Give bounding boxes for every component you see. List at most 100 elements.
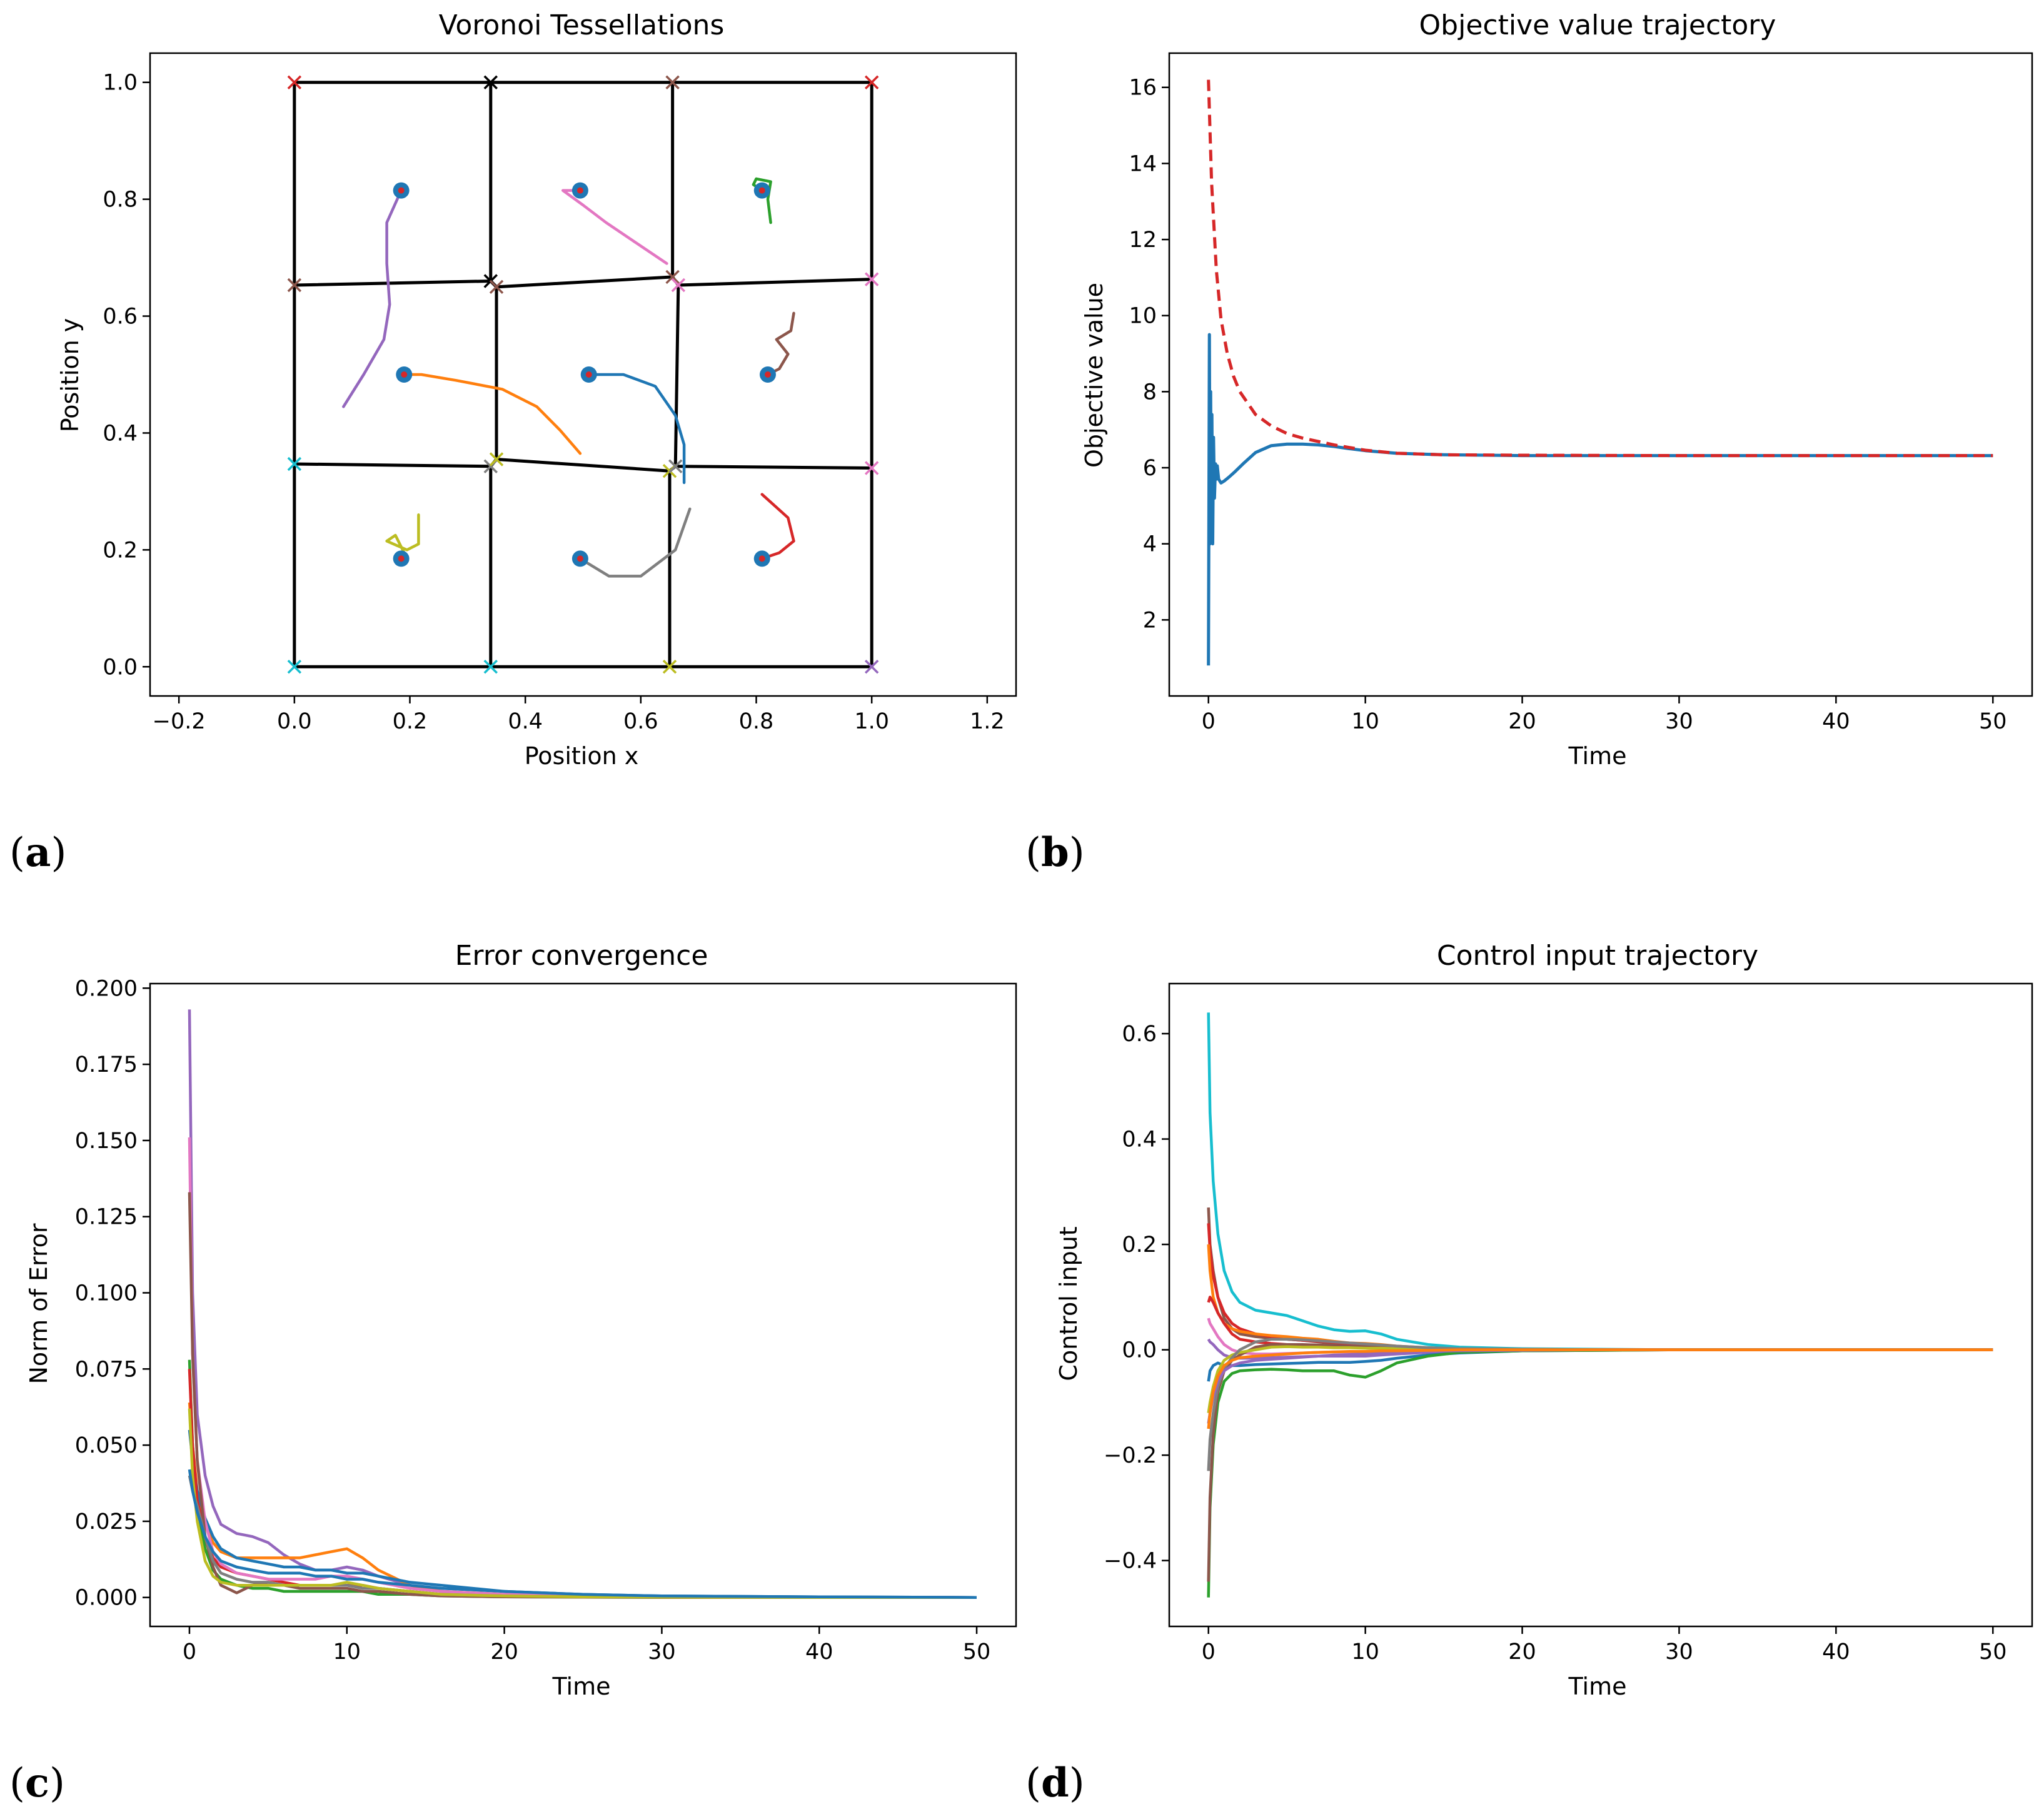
- panel-d-xlabel: Time: [1568, 1673, 1627, 1700]
- panel-a-xtick-label: 0.0: [277, 709, 312, 734]
- panel-d-ytick-label: −0.4: [1104, 1549, 1157, 1574]
- series-u-14: [1207, 1348, 1993, 1429]
- panel-d-label-open: (: [1025, 1760, 1041, 1806]
- vertex-marker: [864, 660, 879, 674]
- vertex-marker: [671, 278, 686, 293]
- vertex-marker: [483, 75, 498, 89]
- panel-c-xtick-label: 40: [805, 1640, 833, 1665]
- panel-d-xtick-label: 30: [1665, 1640, 1693, 1665]
- panel-b-frame: [1168, 52, 2033, 697]
- vertex-marker: [287, 660, 302, 674]
- panel-a-label-open: (: [9, 830, 25, 876]
- panel-b-xtick-label: 0: [1202, 709, 1216, 734]
- panel-b-ytick-label: 8: [1143, 380, 1157, 405]
- panel-c-xtick-label: 30: [648, 1640, 676, 1665]
- panel-c-xlabel: Time: [552, 1673, 611, 1700]
- panel-b-xtick-label: 10: [1351, 709, 1379, 734]
- panel-d-xtick-label: 50: [1979, 1640, 2007, 1665]
- panel-b-xtick-label: 40: [1822, 709, 1850, 734]
- panel-b-label-close: ): [1069, 830, 1085, 876]
- vertex-marker: [864, 75, 879, 89]
- panel-d-label-letter: d: [1041, 1760, 1069, 1806]
- panel-a-xtick-label: −0.2: [153, 709, 206, 734]
- agent-trajectory: [752, 177, 772, 224]
- panel-a-plot: −0.2 0.0 0.2 0.4 0.6 0.8 1.0 1.2 0.0 0.2 0.4 0.6 0.8…: [103, 71, 1004, 734]
- panel-c-xtick-label: 10: [333, 1640, 361, 1665]
- panel-b-ytick-label: 14: [1129, 151, 1157, 176]
- vertex-marker: [864, 461, 879, 475]
- agent-final-center: [398, 555, 405, 562]
- panel-c-label-open: (: [9, 1760, 25, 1806]
- series-agent-1: [188, 1009, 977, 1599]
- panel-d-ytick-label: 0.6: [1122, 1022, 1157, 1047]
- panel-b-ytick-label: 6: [1143, 456, 1157, 481]
- voronoi-edge: [673, 283, 680, 468]
- series-agent-3: [188, 1429, 977, 1599]
- panel-c-xtick-label: 20: [490, 1640, 518, 1665]
- panel-b-ylabel: Objective value: [1080, 283, 1108, 468]
- panel-a-ytick-label: 0.4: [103, 421, 138, 446]
- panel-d-label: (d): [1025, 1760, 1085, 1806]
- agent-final-center: [401, 371, 408, 378]
- panel-b-xtick-label: 50: [1979, 709, 2007, 734]
- panel-c-frame: [149, 982, 1017, 1628]
- series-u-3: [1207, 1223, 1993, 1351]
- panel-c-ytick-label: 0.175: [75, 1052, 138, 1077]
- panel-a-label-letter: a: [25, 829, 51, 876]
- panel-a-xtick-label: 1.2: [970, 709, 1005, 734]
- agent-trajectory: [760, 493, 795, 560]
- panel-c-label-close: ): [49, 1760, 65, 1806]
- vertex-marker: [668, 459, 683, 473]
- panel-b-label-letter: b: [1041, 829, 1069, 876]
- panel-c-ytick-label: 0.100: [75, 1281, 138, 1306]
- series-agent-7: [188, 1192, 977, 1599]
- panel-d-ytick-label: 0.4: [1122, 1127, 1157, 1152]
- panel-a-xtick-label: 0.2: [393, 709, 428, 734]
- agent-final-center: [758, 187, 765, 194]
- series-u-12: [1207, 1338, 1993, 1471]
- voronoi-edge: [293, 279, 493, 287]
- vertex-marker: [489, 280, 504, 295]
- vertex-marker: [864, 272, 879, 286]
- series-objective-bound: [1207, 79, 1993, 458]
- vertex-marker: [287, 278, 302, 293]
- panel-a-xtick-label: 0.4: [508, 709, 543, 734]
- panel-b-ytick-label: 16: [1129, 76, 1157, 101]
- panel-a-ytick-label: 1.0: [103, 71, 138, 96]
- vertex-marker: [662, 660, 677, 674]
- series-agent-4: [188, 1359, 977, 1599]
- panel-c-ytick-label: 0.025: [75, 1509, 138, 1534]
- agent-final-center: [398, 187, 405, 194]
- panel-b: Objective value trajectory 0 10 20 30 40 50 2 4…: [1025, 9, 2033, 876]
- panel-b-plot: 0 10 20 30 40 50 2 4 6 8 10 12 14 16: [1129, 76, 2006, 734]
- agent-trajectory: [766, 311, 795, 376]
- panel-a-ytick-label: 0.6: [103, 305, 138, 330]
- series-agent-9: [188, 1408, 977, 1599]
- agent-trajectory: [403, 373, 582, 455]
- panel-a-title: Voronoi Tessellations: [439, 9, 725, 41]
- series-u-4: [1207, 1244, 1993, 1351]
- agent-trajectory: [578, 507, 692, 578]
- panel-d: Control input trajectory 0 10 20 30 40 50 −0.4…: [1025, 940, 2033, 1806]
- panel-c-label: (c): [9, 1760, 65, 1806]
- panel-c-title: Error convergence: [455, 940, 708, 972]
- panel-a-xtick-label: 0.8: [739, 709, 774, 734]
- panel-c-ytick-label: 0.000: [75, 1586, 138, 1611]
- panel-b-ytick-label: 10: [1129, 304, 1157, 329]
- panel-c-ytick-label: 0.125: [75, 1205, 138, 1230]
- series-agent-5: [188, 1369, 977, 1599]
- voronoi-edge: [293, 462, 493, 468]
- agent-trajectory: [587, 373, 686, 485]
- panel-d-plot: 0 10 20 30 40 50 −0.4 −0.2 0.0 0.2 0.4 0.6: [1104, 1012, 2007, 1665]
- agent-final-center: [576, 555, 583, 562]
- panel-b-xtick-label: 30: [1665, 709, 1693, 734]
- agent-final-center: [758, 555, 765, 562]
- voronoi-edge: [495, 458, 672, 473]
- panel-a-label: (a): [9, 829, 66, 876]
- series-u-13: [1207, 1348, 1993, 1424]
- panel-a-ylabel: Position y: [56, 318, 84, 433]
- panel-c: Error convergence 0 10 20 30 40 500.0000.0250…: [9, 940, 1017, 1806]
- panel-c-plot: 0 10 20 30 40 50 0.000 0.025 0.050 0.075 0.100 0.12…: [75, 976, 991, 1665]
- series-u-10: [1207, 1343, 1993, 1582]
